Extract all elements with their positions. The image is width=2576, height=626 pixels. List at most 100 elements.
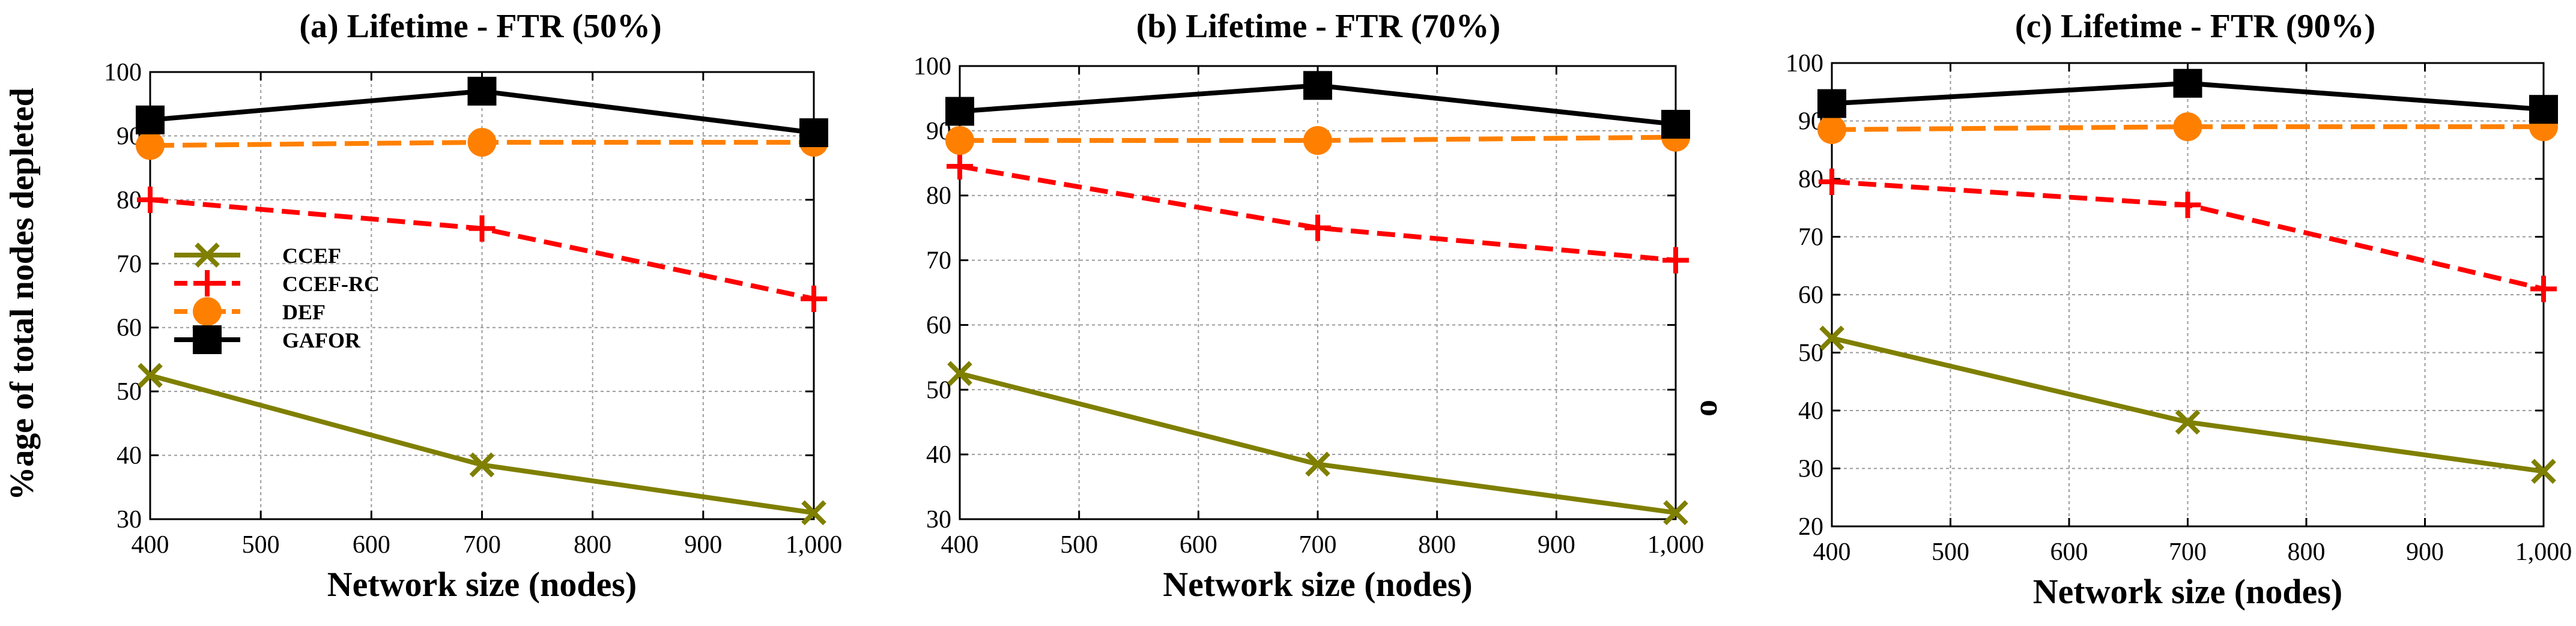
x-tick-label: 600 xyxy=(353,531,390,559)
y-tick-label: 50 xyxy=(926,376,951,404)
y-tick-label: 30 xyxy=(117,506,142,534)
series-ccef-point xyxy=(2175,409,2201,435)
chart-title: (a) Lifetime - FTR (50%) xyxy=(299,8,661,45)
series-gafor xyxy=(136,76,828,148)
chart-title: (b) Lifetime - FTR (70%) xyxy=(1136,8,1501,45)
x-tick-label: 800 xyxy=(1418,531,1456,559)
chart-panel-3: (c) Lifetime - FTR (90%)2030405060708090… xyxy=(1687,8,2572,611)
y-tick-label: 20 xyxy=(1798,513,1823,541)
series-ccef-point xyxy=(1663,500,1688,526)
x-axis-label: Network size (nodes) xyxy=(2033,572,2342,611)
legend-marker xyxy=(194,270,220,296)
y-tick-label: 30 xyxy=(926,506,951,534)
y-tick-label: 50 xyxy=(117,378,142,406)
series-ccef-point-b xyxy=(947,361,972,387)
y-tick-label: 70 xyxy=(117,250,142,278)
series-def-point xyxy=(1303,126,1332,155)
series-ccef-point-b xyxy=(1663,500,1688,526)
y-tick-label: 60 xyxy=(926,311,951,339)
legend-marker xyxy=(193,297,222,326)
x-tick-label: 500 xyxy=(242,531,280,559)
series-ccef xyxy=(1819,325,2556,484)
series-ccef-point xyxy=(1305,451,1330,477)
series-def-point xyxy=(136,131,165,160)
x-tick-label: 400 xyxy=(941,531,979,559)
x-tick-label: 700 xyxy=(463,531,501,559)
x-tick-label: 1,000 xyxy=(2515,538,2572,566)
legend-label: DEF xyxy=(282,300,326,324)
x-tick-label: 1,000 xyxy=(1647,531,1705,559)
y-tick-label: 40 xyxy=(117,442,142,470)
series-ccef-rc-point xyxy=(2530,275,2557,302)
chart-panel-2: (b) Lifetime - FTR (70%)3040506070809010… xyxy=(914,8,1704,604)
y-tick-label: 40 xyxy=(926,441,951,469)
legend-label: CCEF xyxy=(282,244,341,268)
series-gafor xyxy=(1817,68,2558,124)
series-ccef xyxy=(947,361,1688,526)
series-ccef-rc-point xyxy=(137,186,163,213)
y-tick-label: 50 xyxy=(1798,340,1823,367)
y-tick-label: 30 xyxy=(1798,456,1823,483)
x-axis-label: Network size (nodes) xyxy=(327,565,637,604)
series-def-line xyxy=(1831,124,2544,132)
x-tick-label: 800 xyxy=(2288,538,2326,566)
legend-marker xyxy=(195,242,220,268)
legend: CCEF CCEF-RC DEF GAFOR xyxy=(174,242,380,354)
series-ccef xyxy=(138,363,826,526)
y-tick-label: 100 xyxy=(104,59,142,86)
x-tick-label: 600 xyxy=(2050,538,2088,566)
series-def-point xyxy=(1817,115,1846,144)
y-tick-label: 60 xyxy=(1798,281,1823,309)
x-tick-label: 400 xyxy=(1813,538,1851,566)
legend-marker xyxy=(193,325,222,354)
plot-frame xyxy=(959,65,1677,520)
series-gafor-point xyxy=(1303,71,1332,100)
series-gafor-point xyxy=(1817,89,1846,118)
series-gafor-point xyxy=(799,118,828,148)
chart-title: (c) Lifetime - FTR (90%) xyxy=(2015,8,2375,45)
legend-label: GAFOR xyxy=(282,328,361,352)
series-ccef-rc-point xyxy=(2174,191,2201,218)
y-axis-label: %age of total nodes depleted xyxy=(4,88,41,501)
series-ccef-point-b xyxy=(2531,459,2556,484)
x-tick-label: 700 xyxy=(1299,531,1337,559)
series-ccef-rc xyxy=(947,153,1689,274)
series-ccef-rc-point xyxy=(947,153,973,180)
x-tick-label: 600 xyxy=(1180,531,1217,559)
series-ccef-point-b xyxy=(2175,409,2201,435)
series-ccef-point-b xyxy=(1305,451,1330,477)
series-ccef-rc-point xyxy=(801,285,827,312)
series-ccef-point-b xyxy=(801,500,826,526)
x-tick-label: 900 xyxy=(1538,531,1575,559)
series-ccef-point xyxy=(138,363,163,388)
series-ccef-rc-point xyxy=(468,215,496,242)
y-tick-label: 60 xyxy=(117,315,142,342)
series-gafor-point xyxy=(1661,110,1690,139)
series-ccef-line xyxy=(959,371,1676,516)
y-tick-label: 70 xyxy=(926,247,951,275)
series-ccef-point-b xyxy=(138,363,163,388)
series-gafor-point xyxy=(136,105,165,134)
series-ccef-rc xyxy=(1819,168,2557,302)
x-tick-label: 700 xyxy=(2169,538,2207,566)
x-tick-label: 900 xyxy=(684,531,722,559)
y-tick-label: 40 xyxy=(1798,397,1823,425)
series-gafor-point xyxy=(467,76,497,106)
series-ccef-point-b xyxy=(1819,325,1844,351)
series-def xyxy=(1817,112,2558,144)
series-def xyxy=(136,128,828,160)
x-tick-label: 500 xyxy=(1060,531,1098,559)
y-tick-label: 100 xyxy=(914,53,951,80)
series-ccef-rc-point xyxy=(1305,214,1331,241)
legend-label: CCEF-RC xyxy=(282,272,380,296)
series-ccef-point xyxy=(469,452,495,478)
series-gafor-point xyxy=(2529,95,2558,124)
series-def-point xyxy=(467,128,497,157)
series-ccef-rc xyxy=(137,186,827,312)
x-tick-label: 500 xyxy=(1932,538,1969,566)
series-gafor-point xyxy=(945,97,974,126)
legend-marker-b xyxy=(195,242,220,268)
series-def-point xyxy=(945,126,974,155)
series-ccef-point xyxy=(801,500,826,526)
